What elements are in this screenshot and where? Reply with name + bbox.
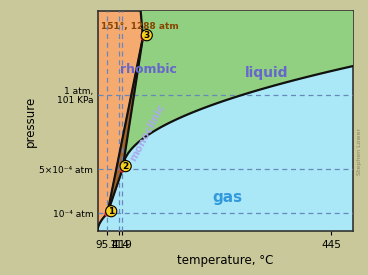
Text: liquid: liquid — [245, 66, 288, 80]
Text: Stephen Lower: Stephen Lower — [357, 128, 362, 175]
Text: 1: 1 — [108, 207, 114, 216]
Polygon shape — [107, 37, 143, 213]
Text: 3: 3 — [144, 31, 150, 40]
Text: 2: 2 — [123, 162, 129, 170]
Polygon shape — [98, 66, 353, 231]
Polygon shape — [123, 0, 353, 169]
Text: rhombic: rhombic — [120, 63, 177, 76]
Y-axis label: pressure: pressure — [24, 95, 37, 147]
Text: monoclinic: monoclinic — [128, 102, 166, 163]
Text: gas: gas — [213, 190, 243, 205]
X-axis label: temperature, °C: temperature, °C — [177, 254, 273, 267]
Polygon shape — [98, 0, 143, 231]
Polygon shape — [107, 37, 143, 213]
Text: 151°, 1288 atm: 151°, 1288 atm — [101, 22, 179, 31]
